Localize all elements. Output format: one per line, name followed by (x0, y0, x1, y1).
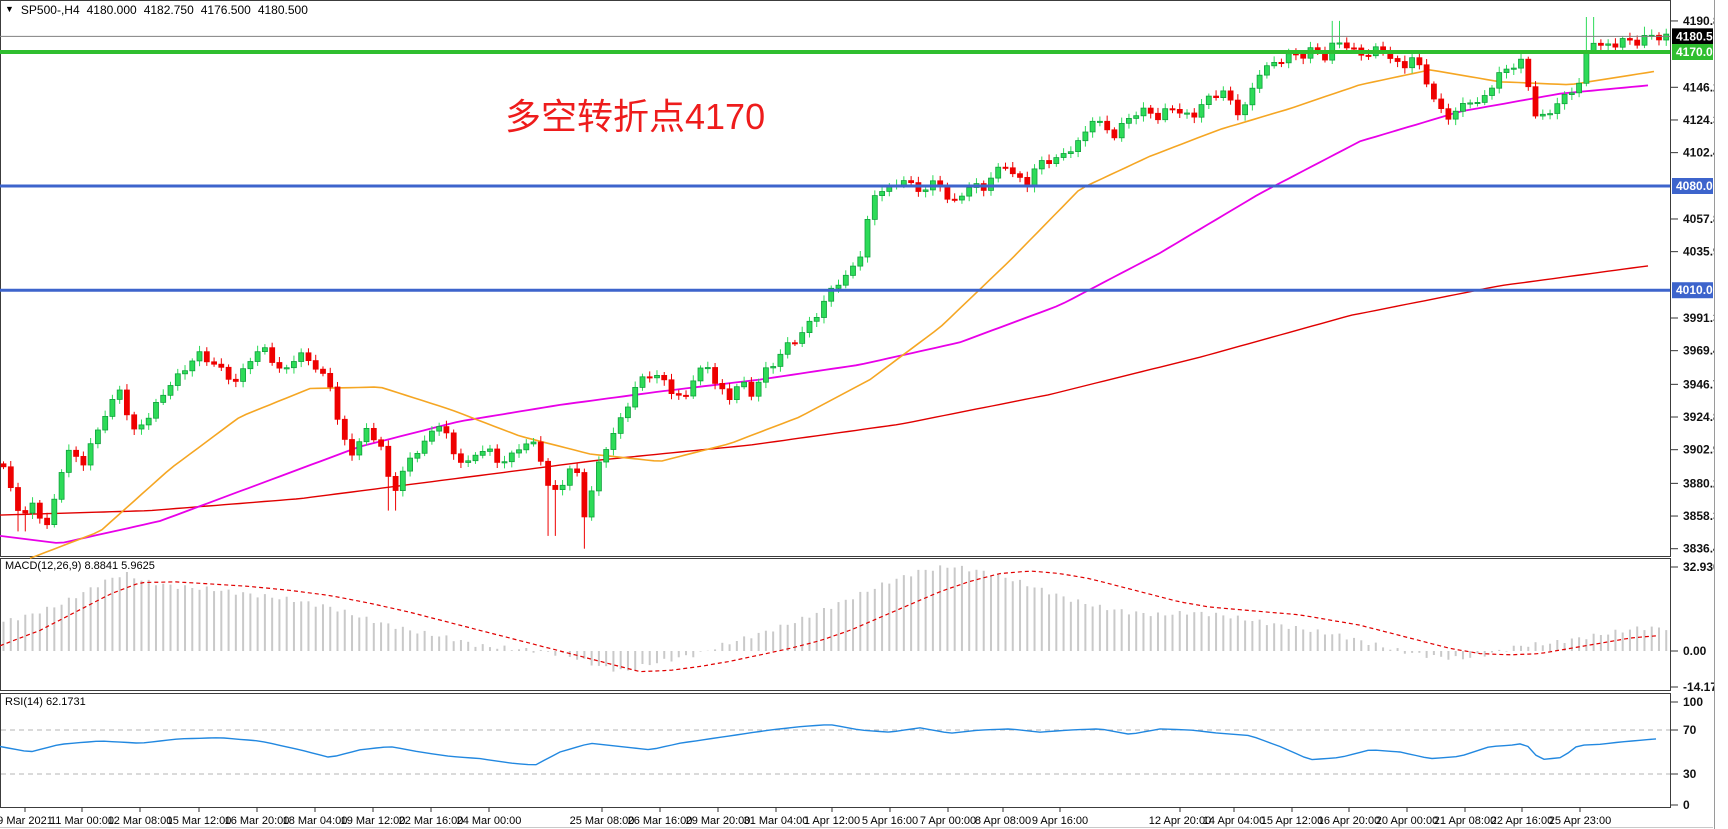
price-marker-4010.000-label: 4010.000 (1676, 283, 1726, 297)
time-axis-label[interactable]: 22 Mar 16:00 (399, 815, 464, 827)
time-axis-label[interactable]: 18 Mar 04:00 (283, 815, 348, 827)
symbol-period: SP500-,H4 (20, 3, 80, 17)
candlesticks (0, 17, 1670, 549)
time-axis-label[interactable]: 31 Mar 04:00 (744, 815, 809, 827)
price-marker-4080.000-box (1672, 178, 1713, 194)
time-axis-label[interactable]: 15 Mar 12:00 (167, 815, 232, 827)
time-axis-label[interactable]: 1 Apr 12:00 (804, 815, 860, 827)
quote-low: 4176.500 (200, 3, 251, 17)
time-axis-label[interactable]: 11 Mar 00:00 (50, 815, 114, 827)
quote-bar: ▼ SP500-,H4 4180.000 4182.750 4176.500 4… (5, 3, 308, 17)
rsi-tick-label: 30 (1683, 767, 1697, 781)
rsi-tick-label: 100 (1683, 695, 1703, 709)
symbol-marker-icon: ▼ (5, 4, 14, 14)
time-axis-label[interactable]: 9 Apr 16:00 (1032, 815, 1088, 827)
time-axis-label[interactable]: 24 Mar 00:00 (457, 815, 522, 827)
time-axis-label[interactable]: 26 Mar 16:00 (628, 815, 693, 827)
time-axis-label[interactable]: 29 Mar 20:00 (686, 815, 751, 827)
price-marker-4080.000-label: 4080.000 (1676, 179, 1726, 193)
price-marker-4170.000-label: 4170.000 (1676, 45, 1726, 59)
window-scrollbar[interactable] (1714, 0, 1728, 829)
price-marker-4180.500-box (1672, 28, 1713, 45)
price-marker-4170.000-box (1672, 43, 1713, 60)
rsi-indicator-label: RSI(14) 62.1731 (5, 696, 86, 708)
rsi-tick-label: 70 (1683, 723, 1697, 737)
price-marker-4180.500-label: 4180.500 (1676, 29, 1726, 43)
rsi-panel[interactable] (0, 693, 1671, 808)
main-panel[interactable] (0, 0, 1671, 557)
macd-signal-line (0, 570, 1657, 673)
macd-indicator-label: MACD(12,26,9) 8.8841 5.9625 (5, 560, 155, 572)
time-axis-label[interactable]: 5 Apr 16:00 (862, 815, 918, 827)
macd-tick-label: 0.00 (1683, 644, 1707, 658)
time-axis-label[interactable]: 22 Apr 16:00 (1491, 815, 1553, 827)
quote-close: 4180.500 (257, 3, 308, 17)
ma-fast-line (29, 69, 1655, 559)
chart-text-annotation[interactable]: 多空转折点4170 (505, 96, 766, 137)
time-axis-label[interactable]: 19 Mar 12:00 (341, 815, 406, 827)
time-axis-label[interactable]: 20 Apr 00:00 (1376, 815, 1438, 827)
time-axis-label[interactable]: 25 Mar 08:00 (570, 815, 635, 827)
rsi-line (0, 724, 1657, 766)
time-axis-label[interactable]: 16 Mar 20:00 (225, 815, 290, 827)
time-axis-label[interactable]: 12 Apr 20:00 (1149, 815, 1211, 827)
ma-mid-line (0, 84, 1649, 544)
time-axis-label[interactable]: 9 Mar 2021 (0, 815, 53, 827)
time-axis-label[interactable]: 25 Apr 23:00 (1549, 815, 1611, 827)
price-marker-4010.000-box (1672, 282, 1713, 299)
quote-open: 4180.000 (86, 3, 137, 17)
time-axis-label[interactable]: 15 Apr 12:00 (1261, 815, 1323, 827)
ma-slow-line (0, 265, 1649, 516)
time-axis-label[interactable]: 7 Apr 00:00 (920, 815, 976, 827)
time-axis-label[interactable]: 12 Mar 08:00 (108, 815, 173, 827)
macd-histogram (2, 565, 1668, 672)
quote-high: 4182.750 (143, 3, 194, 17)
time-axis-label[interactable]: 16 Apr 20:00 (1318, 815, 1380, 827)
time-axis-label[interactable]: 21 Apr 08:00 (1434, 815, 1496, 827)
time-axis-label[interactable]: 14 Apr 04:00 (1203, 815, 1265, 827)
rsi-tick-label: 0 (1683, 798, 1690, 812)
time-axis-label[interactable]: 8 Apr 08:00 (975, 815, 1031, 827)
macd-panel[interactable] (0, 558, 1671, 691)
